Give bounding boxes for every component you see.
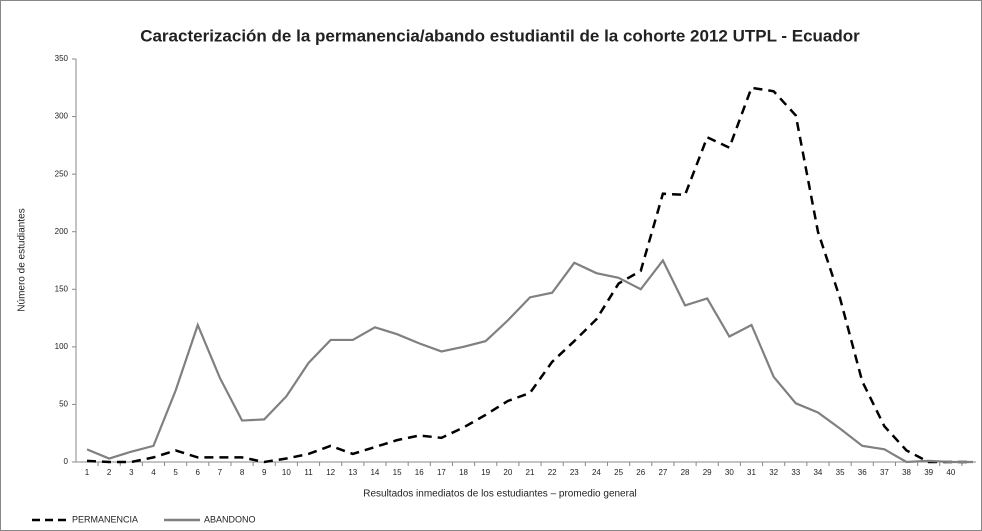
y-tick-label: 250 xyxy=(55,169,69,178)
x-tick-label: 31 xyxy=(747,468,756,477)
y-tick-label: 350 xyxy=(55,54,69,63)
x-tick-label: 27 xyxy=(658,468,667,477)
x-tick-label: 18 xyxy=(459,468,468,477)
x-tick-label: 21 xyxy=(526,468,535,477)
x-tick-label: 26 xyxy=(636,468,645,477)
legend-label: PERMANENCIA xyxy=(72,514,138,524)
x-tick-label: 16 xyxy=(415,468,424,477)
x-tick-label: 30 xyxy=(725,468,734,477)
x-tick-label: 36 xyxy=(858,468,867,477)
x-tick-label: 11 xyxy=(304,468,313,477)
line-series xyxy=(86,258,973,464)
x-tick-label: 39 xyxy=(924,468,933,477)
chart-title: Caracterización de la permanencia/abando… xyxy=(140,26,860,45)
y-tick-label: 150 xyxy=(55,284,69,293)
x-tick-label: 38 xyxy=(902,468,911,477)
x-tick-label: 20 xyxy=(503,468,512,477)
y-tick-label: 50 xyxy=(59,400,68,409)
x-tick-label: 24 xyxy=(592,468,601,477)
x-tick-label: 34 xyxy=(813,468,822,477)
y-tick-label: 0 xyxy=(64,457,69,466)
x-tick-label: 2 xyxy=(107,468,112,477)
x-tick-label: 19 xyxy=(481,468,490,477)
x-tick-label: 15 xyxy=(393,468,402,477)
x-tick-label: 33 xyxy=(791,468,800,477)
y-tick-label: 100 xyxy=(55,342,69,351)
x-tick-label: 1 xyxy=(85,468,90,477)
legend-label: ABANDONO xyxy=(204,514,256,524)
x-tick-label: 32 xyxy=(769,468,778,477)
x-tick-label: 35 xyxy=(836,468,845,477)
x-tick-label: 37 xyxy=(880,468,889,477)
x-tick-label: 3 xyxy=(129,468,134,477)
x-tick-label: 25 xyxy=(614,468,623,477)
x-tick-label: 10 xyxy=(282,468,291,477)
x-tick-label: 6 xyxy=(196,468,201,477)
x-tick-label: 12 xyxy=(326,468,335,477)
x-tick-label: 22 xyxy=(548,468,557,477)
x-axis-label: Resultados inmediatos de los estudiantes… xyxy=(363,489,637,500)
x-tick-label: 40 xyxy=(946,468,955,477)
x-tick-label: 14 xyxy=(370,468,379,477)
x-tick-label: 5 xyxy=(173,468,178,477)
x-tick-label: 4 xyxy=(151,468,156,477)
y-tick-label: 300 xyxy=(55,112,69,121)
x-tick-label: 29 xyxy=(703,468,712,477)
y-axis-label: Número de estudiantes xyxy=(17,208,28,311)
x-tick-label: 9 xyxy=(262,468,267,477)
x-tick-label: 28 xyxy=(681,468,690,477)
x-tick-label: 23 xyxy=(570,468,579,477)
line-series xyxy=(86,86,973,464)
x-tick-label: 8 xyxy=(240,468,245,477)
x-tick-label: 13 xyxy=(348,468,357,477)
x-tick-label: 17 xyxy=(437,468,446,477)
x-tick-label: 7 xyxy=(218,468,223,477)
y-tick-label: 200 xyxy=(55,227,69,236)
